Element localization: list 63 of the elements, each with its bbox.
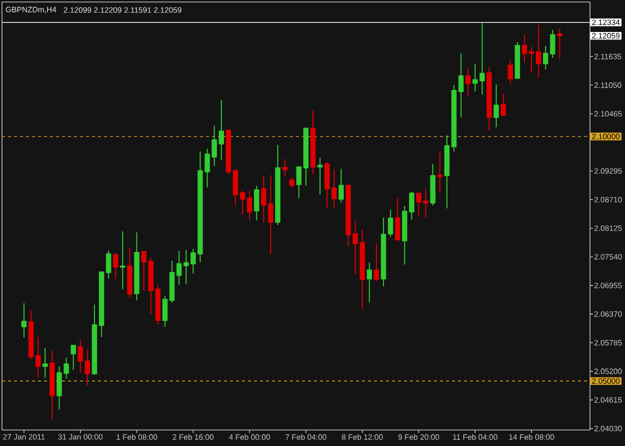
- candlestick: [402, 205, 408, 266]
- candlestick: [409, 191, 414, 220]
- candlestick: [494, 84, 499, 128]
- candlestick: [366, 262, 372, 303]
- candlestick: [472, 64, 478, 92]
- candlestick: [70, 344, 76, 370]
- candlestick: [226, 130, 232, 175]
- candlestick: [176, 250, 182, 286]
- candlestick: [183, 249, 189, 284]
- candlestick: [324, 162, 330, 208]
- candlestick: [232, 168, 238, 206]
- candlestick: [98, 272, 104, 338]
- candlestick: [240, 190, 246, 216]
- candlestick: [169, 260, 175, 304]
- candlestick: [50, 350, 55, 420]
- candlestick: [542, 46, 548, 70]
- candlestick: [374, 242, 380, 282]
- candlestick: [127, 248, 132, 299]
- candlestick: [394, 197, 400, 242]
- candlestick: [332, 168, 337, 208]
- candlestick: [155, 284, 161, 325]
- candlestick: [106, 250, 112, 279]
- candlestick: [289, 176, 294, 188]
- candlestick: [317, 158, 323, 195]
- candlestick: [514, 42, 520, 80]
- candlestick: [35, 336, 41, 378]
- candlestick: [458, 52, 464, 118]
- candlestick: [92, 304, 98, 376]
- candlestick: [388, 209, 394, 238]
- candlestick: [134, 232, 140, 301]
- candlestick: [254, 185, 260, 221]
- candlestick: [282, 158, 288, 178]
- candlestick: [536, 24, 542, 78]
- candlestick: [500, 93, 506, 117]
- candlestick: [113, 252, 118, 280]
- candlestick: [522, 34, 528, 64]
- candlestick: [480, 22, 485, 95]
- candlestick: [380, 217, 386, 287]
- candlestick: [557, 28, 562, 60]
- candlestick: [444, 135, 450, 209]
- candlestick: [162, 295, 168, 328]
- candlestick: [296, 166, 302, 199]
- candlestick: [486, 66, 492, 132]
- candlestick: [465, 68, 471, 96]
- candlestick: [437, 151, 442, 194]
- candlestick: [430, 163, 436, 206]
- candlestick: [148, 257, 154, 316]
- candlestick: [28, 310, 34, 360]
- candlestick: [78, 339, 83, 374]
- candlestick: [303, 128, 309, 186]
- candlestick: [451, 84, 457, 152]
- candlestick: [550, 29, 556, 58]
- candlestick: [528, 46, 534, 74]
- candlestick: [84, 349, 90, 386]
- candlestick: [141, 250, 146, 292]
- candlestick: [275, 144, 280, 226]
- candlestick: [508, 60, 513, 84]
- candlestick: [310, 110, 316, 175]
- candlestick: [120, 230, 126, 290]
- candlestick: [21, 302, 27, 338]
- candlestick: [246, 190, 252, 221]
- candlestick: [42, 348, 48, 378]
- candlestick: [338, 168, 344, 204]
